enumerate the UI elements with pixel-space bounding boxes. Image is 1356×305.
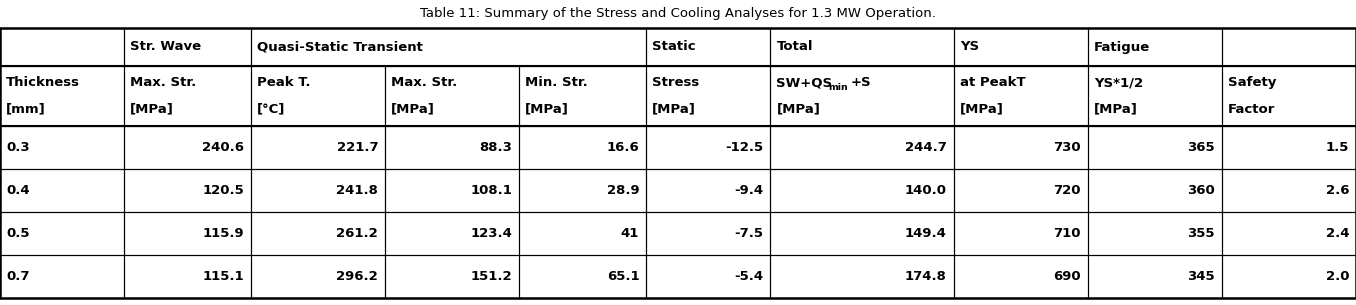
Text: [MPa]: [MPa] (392, 103, 435, 116)
Text: 1.5: 1.5 (1326, 141, 1349, 154)
Text: 240.6: 240.6 (202, 141, 244, 154)
Text: SW+QS: SW+QS (777, 76, 833, 89)
Text: Max. Str.: Max. Str. (130, 76, 197, 89)
Text: Peak T.: Peak T. (258, 76, 311, 89)
Text: Thickness: Thickness (5, 76, 80, 89)
Text: 365: 365 (1188, 141, 1215, 154)
Text: 244.7: 244.7 (904, 141, 946, 154)
Text: Max. Str.: Max. Str. (392, 76, 457, 89)
Text: 0.7: 0.7 (5, 270, 30, 283)
Text: [MPa]: [MPa] (130, 103, 174, 116)
Text: 0.3: 0.3 (5, 141, 30, 154)
Text: 140.0: 140.0 (904, 184, 946, 197)
Text: 2.6: 2.6 (1326, 184, 1349, 197)
Text: Stress: Stress (652, 76, 700, 89)
Text: Factor: Factor (1229, 103, 1276, 116)
Text: Table 11: Summary of the Stress and Cooling Analyses for 1.3 MW Operation.: Table 11: Summary of the Stress and Cool… (420, 8, 936, 20)
Text: 151.2: 151.2 (471, 270, 513, 283)
Text: YS: YS (960, 41, 979, 53)
Text: YS*1/2: YS*1/2 (1094, 76, 1143, 89)
Text: 65.1: 65.1 (606, 270, 639, 283)
Text: 41: 41 (621, 227, 639, 240)
Text: Total: Total (777, 41, 814, 53)
Text: 115.1: 115.1 (202, 270, 244, 283)
Text: 355: 355 (1188, 227, 1215, 240)
Text: Str. Wave: Str. Wave (130, 41, 201, 53)
Text: 360: 360 (1188, 184, 1215, 197)
Text: [MPa]: [MPa] (1094, 103, 1138, 116)
Text: 720: 720 (1054, 184, 1081, 197)
Text: [MPa]: [MPa] (960, 103, 1003, 116)
Text: [°C]: [°C] (258, 103, 286, 116)
Text: 710: 710 (1054, 227, 1081, 240)
Bar (0, 28, 1356, 298)
Text: -7.5: -7.5 (735, 227, 763, 240)
Text: 730: 730 (1054, 141, 1081, 154)
Text: -9.4: -9.4 (735, 184, 763, 197)
Text: min: min (829, 83, 848, 92)
Text: -12.5: -12.5 (725, 141, 763, 154)
Text: 221.7: 221.7 (336, 141, 378, 154)
Text: 123.4: 123.4 (471, 227, 513, 240)
Text: 690: 690 (1054, 270, 1081, 283)
Text: Fatigue: Fatigue (1094, 41, 1150, 53)
Text: 296.2: 296.2 (336, 270, 378, 283)
Text: 0.5: 0.5 (5, 227, 30, 240)
Text: 261.2: 261.2 (336, 227, 378, 240)
Text: at PeakT: at PeakT (960, 76, 1025, 89)
Text: [MPa]: [MPa] (525, 103, 570, 116)
Text: 16.6: 16.6 (606, 141, 639, 154)
Text: Safety: Safety (1229, 76, 1276, 89)
Text: 28.9: 28.9 (606, 184, 639, 197)
Text: [mm]: [mm] (5, 103, 46, 116)
Text: 120.5: 120.5 (202, 184, 244, 197)
Text: [MPa]: [MPa] (652, 103, 696, 116)
Text: 2.4: 2.4 (1326, 227, 1349, 240)
Text: +S: +S (850, 76, 871, 89)
Text: 0.4: 0.4 (5, 184, 30, 197)
Text: 149.4: 149.4 (904, 227, 946, 240)
Text: -5.4: -5.4 (735, 270, 763, 283)
Text: Static: Static (652, 41, 696, 53)
Text: 2.0: 2.0 (1326, 270, 1349, 283)
Text: Quasi-Static Transient: Quasi-Static Transient (258, 41, 423, 53)
Text: 115.9: 115.9 (202, 227, 244, 240)
Text: 88.3: 88.3 (480, 141, 513, 154)
Text: Min. Str.: Min. Str. (525, 76, 589, 89)
Text: 345: 345 (1188, 270, 1215, 283)
Text: [MPa]: [MPa] (777, 103, 820, 116)
Text: 174.8: 174.8 (904, 270, 946, 283)
Text: 241.8: 241.8 (336, 184, 378, 197)
Text: 108.1: 108.1 (471, 184, 513, 197)
